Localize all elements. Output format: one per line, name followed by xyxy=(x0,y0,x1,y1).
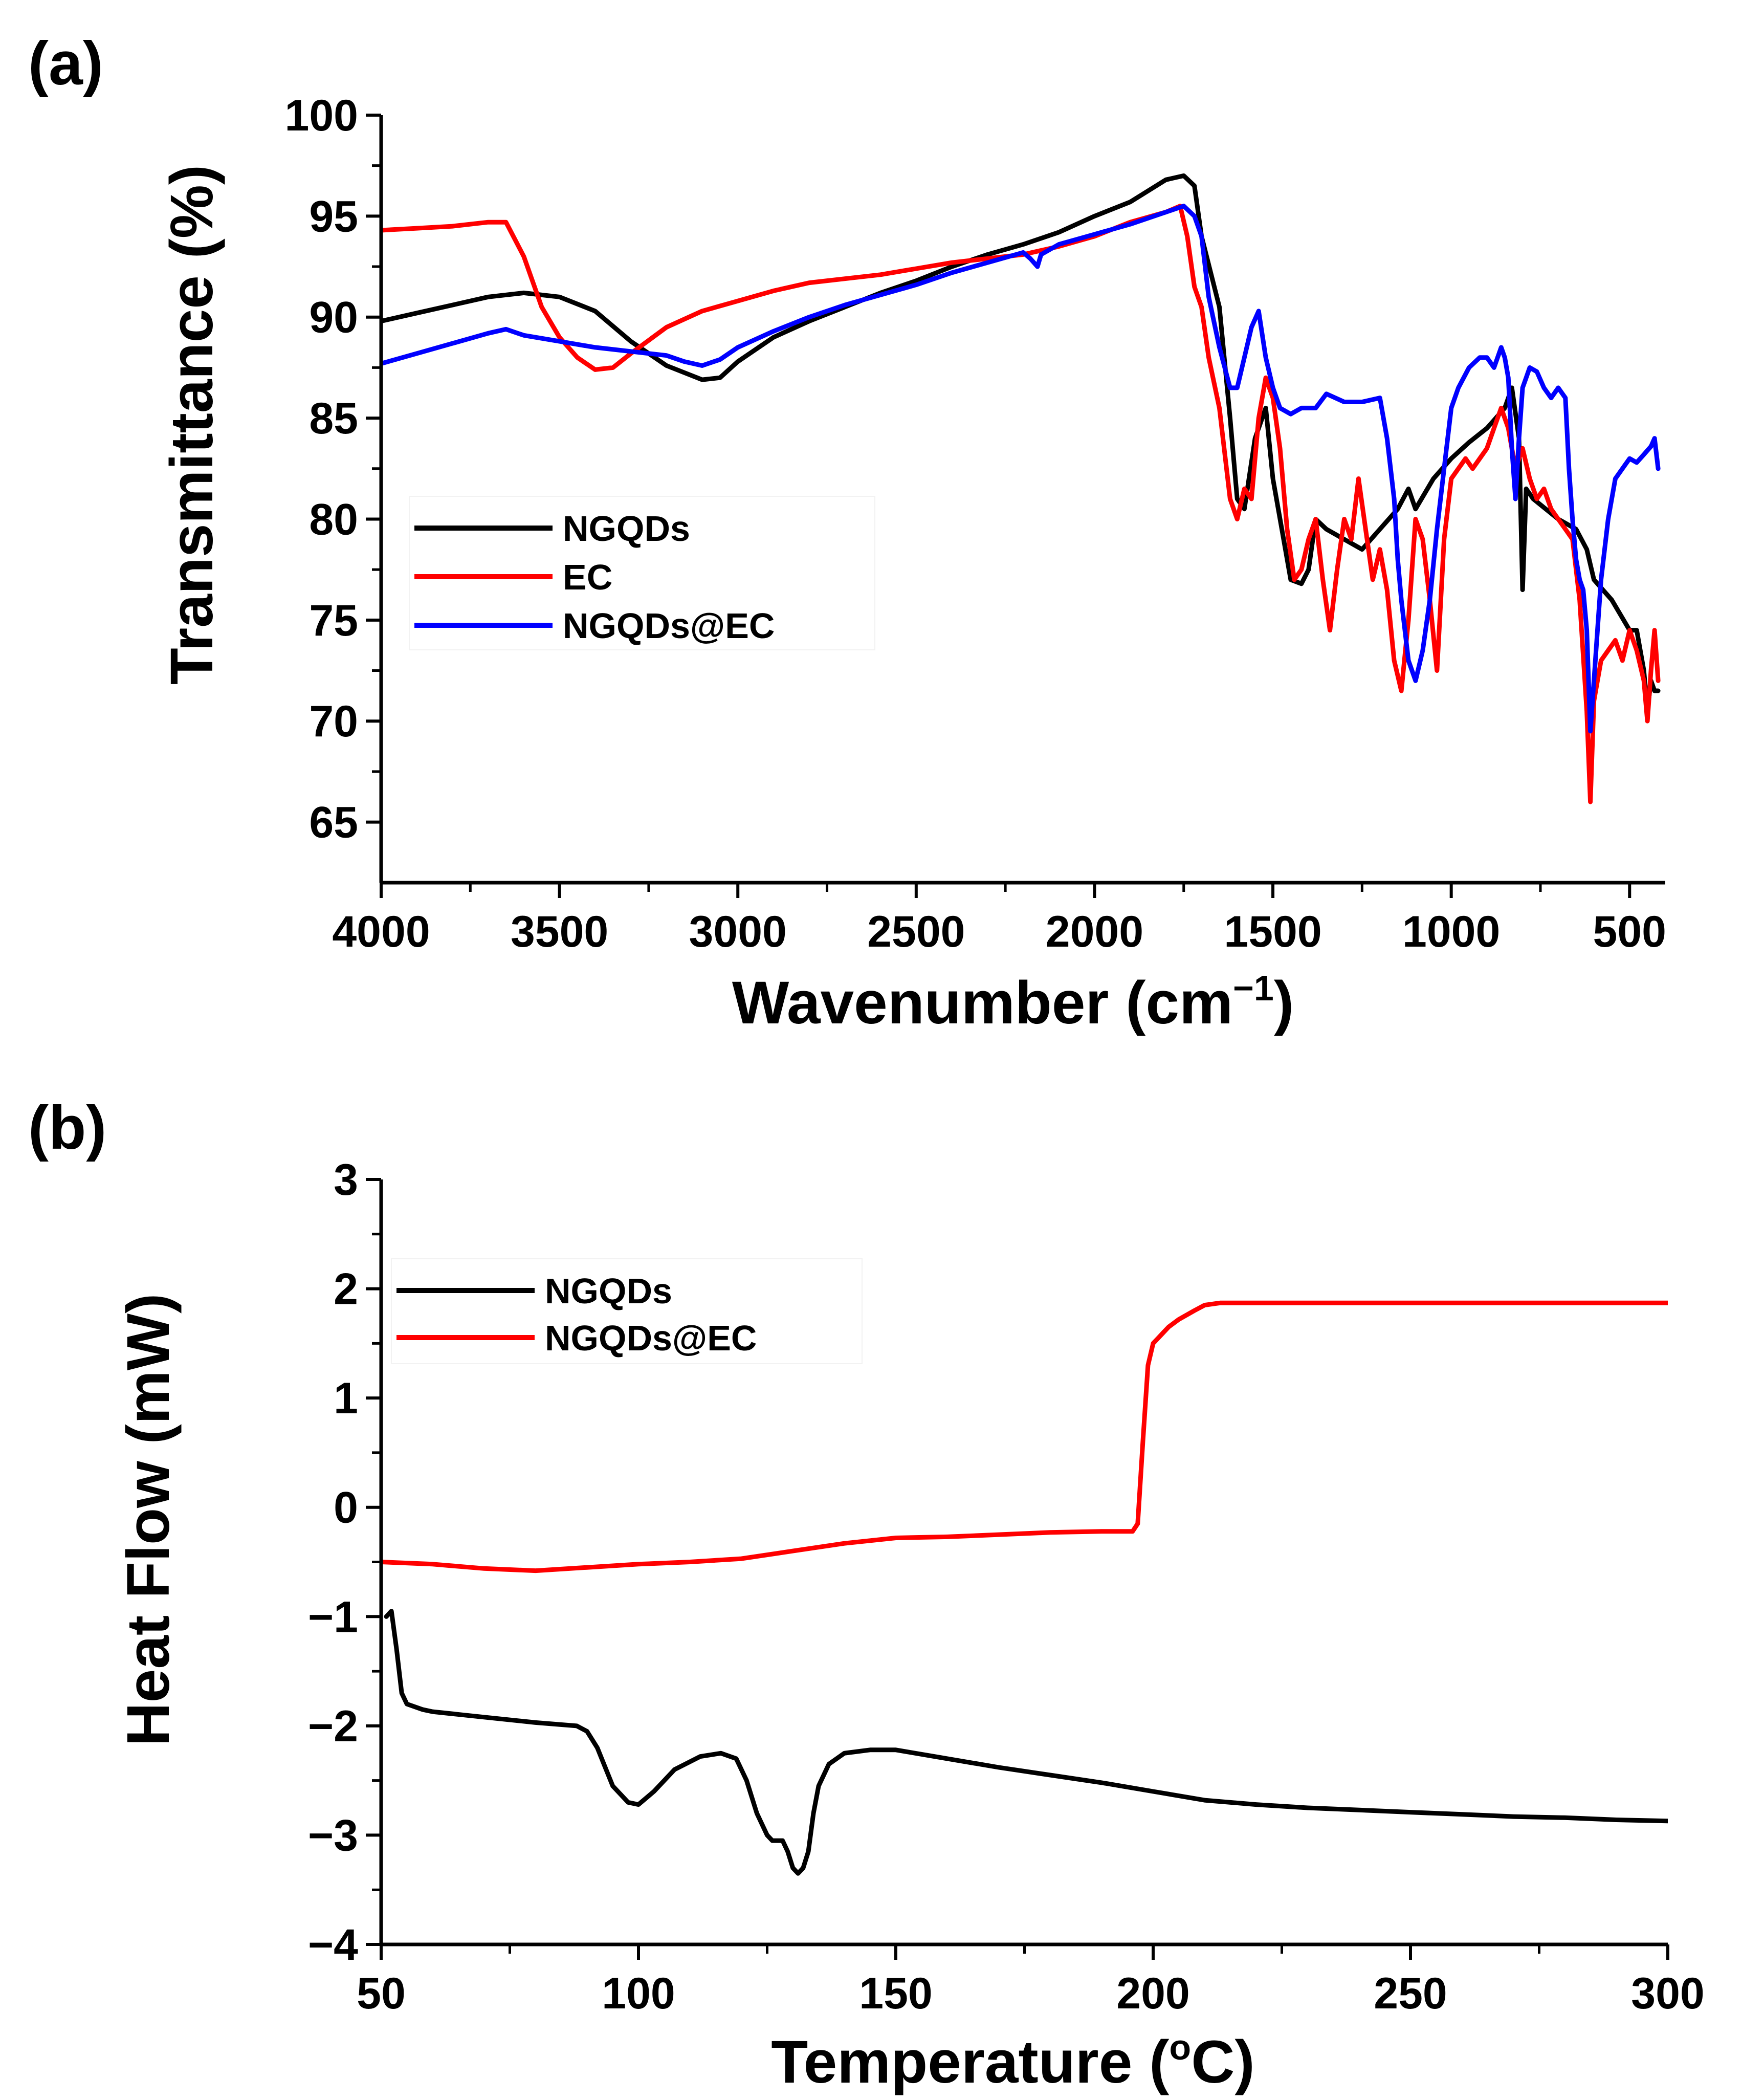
panel-b-legend-label-ngqds: NGQDs xyxy=(545,1271,672,1311)
panel-a-x-tick-label: 3500 xyxy=(511,907,608,956)
panel-a-y-tick-label: 90 xyxy=(309,293,358,342)
panel-a-series-ngqds-ec xyxy=(381,204,1661,734)
panel-a-series-ec xyxy=(381,204,1661,804)
panel-a-x-tick-label: 1500 xyxy=(1224,907,1321,956)
panel-b-series-ngqds xyxy=(384,1609,1668,1876)
panel-a-y-tick-label: 85 xyxy=(309,394,358,443)
panel-a-x-tick-label: 2500 xyxy=(867,907,965,956)
panel-b-x-tick-label: 100 xyxy=(602,1969,675,2018)
panel-b-label: (b) xyxy=(28,1093,106,1162)
panel-b-y-tick-label: 0 xyxy=(334,1483,358,1533)
panel-b-series-layer xyxy=(381,1300,1668,1876)
panel-b-x-tick-label: 300 xyxy=(1631,1969,1705,2018)
panel-a-x-tick-label: 2000 xyxy=(1046,907,1143,956)
panel-a-legend-label-ngqds: NGQDs xyxy=(563,509,690,549)
panel-b-x-tick-label: 250 xyxy=(1374,1969,1447,2018)
panel-a-series-layer xyxy=(381,173,1661,804)
panel-b-y-tick-label: −3 xyxy=(308,1811,358,1860)
panel-a-legend: NGQDs EC NGQDs@EC xyxy=(409,496,875,650)
panel-a-y-tick-label: 75 xyxy=(309,596,358,645)
panel-a-legend-label-ec: EC xyxy=(563,557,612,597)
panel-b-legend: NGQDs NGQDs@EC xyxy=(391,1258,863,1364)
panel-b-legend-box xyxy=(391,1258,863,1364)
panel-b-ticks: 50 100 150 200 250 300 −4 −3 −2 −1 0 1 2 3 xyxy=(308,1155,1705,2018)
panel-b-series-ngqds-ec xyxy=(381,1300,1668,1573)
panel-a-y-tick-label: 95 xyxy=(309,192,358,241)
panel-b-x-tick-label: 200 xyxy=(1116,1969,1190,2018)
panel-a-y-axis-title: Transmittance (%) xyxy=(158,165,226,685)
panel-b-y-tick-label: 3 xyxy=(334,1155,358,1205)
panel-a-y-tick-label: 70 xyxy=(309,697,358,746)
panel-b-y-tick-label: −1 xyxy=(308,1592,358,1642)
panel-b-y-axis-title: Heat Flow (mW) xyxy=(115,1294,182,1746)
panel-a-legend-label-ngqds-ec: NGQDs@EC xyxy=(563,606,775,646)
panel-b-legend-label-ngqds-ec: NGQDs@EC xyxy=(545,1318,757,1358)
panel-b-y-tick-label: 1 xyxy=(334,1374,358,1423)
panel-b-x-axis-title: Temperature (oC) xyxy=(771,2027,1254,2096)
panel-a-x-axis-title: Wavenumber (cm−1) xyxy=(732,968,1294,1037)
panel-a-x-tick-label: 500 xyxy=(1593,907,1667,956)
panel-a-label: (a) xyxy=(28,29,103,98)
panel-b-x-tick-label: 50 xyxy=(357,1969,406,2018)
panel-b-x-tick-label: 150 xyxy=(859,1969,933,2018)
panel-a-y-tick-label: 65 xyxy=(309,798,358,847)
panel-a-y-tick-label: 100 xyxy=(285,91,359,140)
panel-a-y-tick-label: 80 xyxy=(309,495,358,544)
panel-a-x-tick-label: 3000 xyxy=(689,907,787,956)
panel-a-ftir-chart: (a) 4000 3500 3000 2500 2000 1500 1000 500 65 70 7… xyxy=(28,29,1666,1037)
panel-b-y-tick-label: −2 xyxy=(308,1702,358,1751)
panel-b-dsc-chart: (b) 50 100 150 200 250 300 −4 −3 −2 −1 0 1 2 3 Temper… xyxy=(28,1093,1705,2096)
panel-b-y-tick-label: −4 xyxy=(308,1920,358,1970)
panel-a-ticks: 4000 3500 3000 2500 2000 1500 1000 500 65 70 75 80 8… xyxy=(285,91,1667,956)
panel-a-x-tick-label: 1000 xyxy=(1402,907,1500,956)
panel-a-x-tick-label: 4000 xyxy=(332,907,430,956)
panel-b-y-tick-label: 2 xyxy=(334,1265,358,1314)
